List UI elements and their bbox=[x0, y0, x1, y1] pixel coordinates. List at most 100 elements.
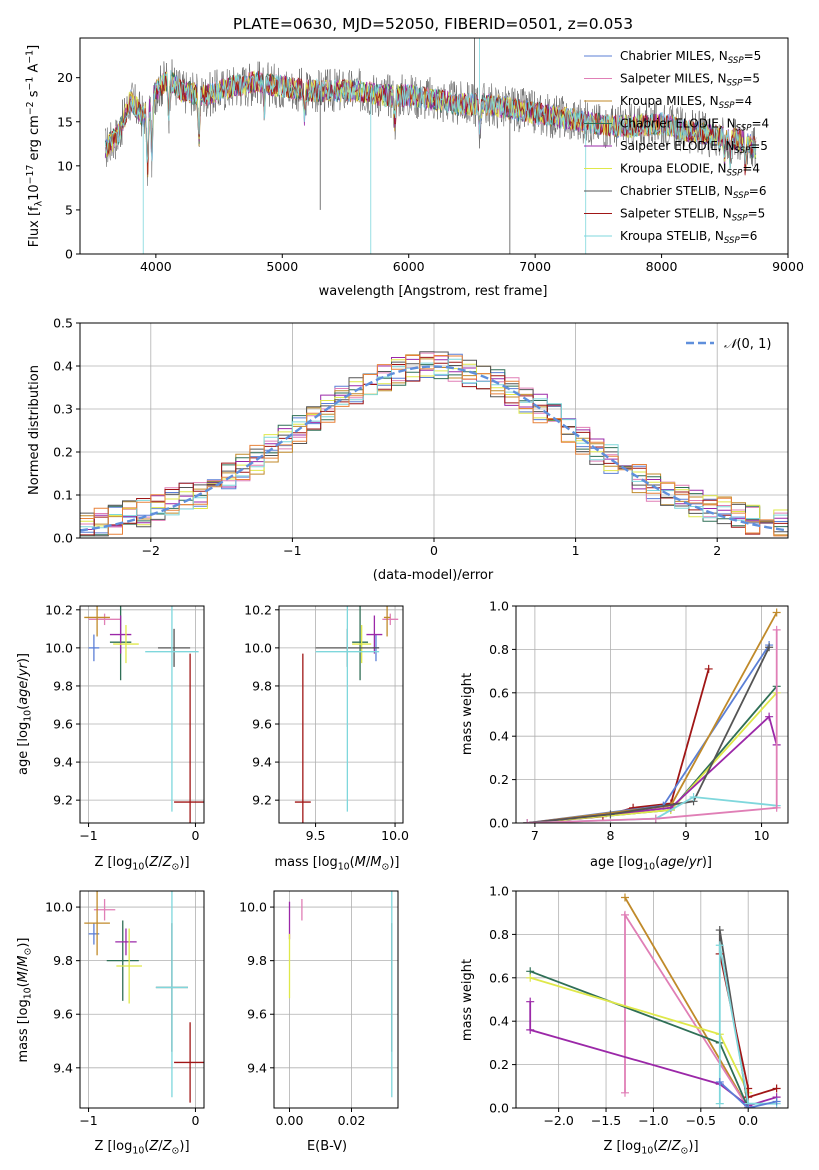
weight-marker bbox=[765, 712, 774, 721]
x-axis-label-part: )] bbox=[702, 855, 712, 870]
weight-marker bbox=[526, 973, 535, 982]
y-tick-label: 0.4 bbox=[489, 729, 509, 744]
y-axis-label: mass weight bbox=[460, 673, 475, 755]
x-axis-label-part: )] bbox=[389, 855, 399, 870]
weight-marker bbox=[772, 625, 781, 634]
plot-area-mass_weight_vs_age bbox=[523, 608, 781, 823]
y-tick-label: 9.8 bbox=[247, 953, 267, 968]
x-axis-label-part: Z bbox=[162, 855, 173, 870]
y-axis-label-part: mass weight bbox=[460, 959, 475, 1041]
weight-marker bbox=[772, 608, 781, 617]
panel-residuals: −2 −1 0 1 2 0.0 0.1 0.2 0.3 0.4 0.5 𝒩(0, 1) (data-mo… bbox=[27, 316, 789, 583]
weight-marker bbox=[744, 1104, 753, 1108]
y-axis-label-part: age [log bbox=[16, 722, 31, 775]
y-axis-label: Normed distribution bbox=[27, 365, 42, 495]
legend-entry-part: Salpeter ELODIE, N bbox=[620, 139, 734, 153]
frame-residuals: −2 −1 0 1 2 0.0 0.1 0.2 0.3 0.4 0.5 𝒩(0, 1) (data-mo… bbox=[27, 316, 789, 583]
y-tick-label: 0.6 bbox=[489, 685, 509, 700]
legend-entry: Kroupa STELIB, NSSP=6 bbox=[620, 229, 757, 246]
y-tick-label: 9.6 bbox=[247, 1007, 267, 1022]
y-axis-label-part: / bbox=[16, 676, 31, 681]
y-tick-label: 0.5 bbox=[53, 316, 73, 331]
axes-frame bbox=[79, 37, 789, 255]
x-axis-label-part: ⊙ bbox=[172, 1145, 180, 1156]
legend-entry: Chabrier STELIB, NSSP=6 bbox=[620, 184, 767, 201]
axes-frame bbox=[79, 605, 205, 824]
x-axis-label-part: Z bbox=[148, 1139, 159, 1154]
figure-title: PLATE=0630, MJD=52050, FIBERID=0501, z=0… bbox=[233, 15, 633, 33]
y-axis-label-part: )] bbox=[16, 938, 31, 948]
y-axis-label-part: Normed distribution bbox=[27, 365, 42, 495]
y-axis-label-part: mass [log bbox=[16, 999, 31, 1062]
y-tick-label: 0.2 bbox=[489, 772, 509, 787]
x-axis-label-part: ⊙ bbox=[382, 861, 390, 872]
y-axis-label: mass [log10(M/M⊙)] bbox=[16, 938, 33, 1063]
weight-marker bbox=[651, 814, 660, 823]
legend-entry: Kroupa ELODIE, NSSP=4 bbox=[620, 162, 760, 179]
weight-marker bbox=[606, 810, 615, 819]
weight-marker bbox=[526, 1025, 535, 1034]
y-tick-label: 20 bbox=[57, 70, 73, 85]
x-axis-label-part: ( bbox=[655, 855, 660, 870]
y-tick-label: 0 bbox=[65, 247, 73, 262]
y-tick-label: 0.1 bbox=[53, 488, 73, 503]
x-axis-label: age [log10(age/yr)] bbox=[590, 855, 712, 872]
legend-entry-part: =6 bbox=[749, 184, 767, 198]
y-axis-label-part: ] bbox=[26, 45, 41, 50]
weight-marker bbox=[526, 997, 535, 1006]
x-axis-label-part: mass [log bbox=[275, 855, 338, 870]
x-axis-label-part: ( bbox=[144, 1139, 149, 1154]
y-tick-label: 10.0 bbox=[239, 900, 267, 915]
legend-entry-part: =5 bbox=[744, 49, 762, 63]
y-axis-label-part: )] bbox=[16, 653, 31, 663]
x-tick-label: −1.5 bbox=[591, 1113, 621, 1128]
y-tick-label: 1.0 bbox=[489, 599, 509, 614]
x-axis-label-part: age bbox=[660, 855, 684, 870]
x-axis-label-part: 10 bbox=[338, 861, 350, 872]
y-axis-label-part: −17 bbox=[25, 165, 36, 185]
y-tick-label: 0.2 bbox=[53, 445, 73, 460]
x-tick-label: 5000 bbox=[266, 259, 298, 274]
y-tick-label: 9.2 bbox=[252, 793, 272, 808]
x-tick-label: 7 bbox=[531, 828, 539, 843]
legend-entry-part: SSP bbox=[727, 79, 744, 89]
legend-entry: Salpeter MILES, NSSP=5 bbox=[620, 72, 760, 89]
histogram-step bbox=[80, 355, 788, 537]
x-axis-label: Z [log10(Z/Z⊙)] bbox=[603, 1139, 698, 1156]
y-tick-label: 5 bbox=[65, 202, 73, 217]
x-axis-label-part: / bbox=[158, 1139, 163, 1154]
legend-entry-part: =5 bbox=[750, 139, 768, 153]
x-tick-label: −1.0 bbox=[638, 1113, 668, 1128]
y-axis-label-part: −2 bbox=[25, 101, 36, 115]
x-axis-label-part: ⊙ bbox=[172, 861, 180, 872]
y-axis-label: Flux [fλ10−17 erg cm−2 s−1 A−1] bbox=[24, 45, 44, 247]
plot-area-spectrum bbox=[104, 38, 757, 254]
x-tick-label: 0 bbox=[191, 828, 199, 843]
legend-entry-part: =5 bbox=[748, 207, 766, 221]
x-tick-label: 7000 bbox=[519, 259, 551, 274]
axes-frame bbox=[515, 890, 789, 1109]
x-tick-label: 0 bbox=[430, 543, 438, 558]
legend-entry-part: SSP bbox=[719, 101, 736, 111]
plot-area-mass_weight_vs_Z bbox=[526, 893, 781, 1108]
legend-entry-part: SSP bbox=[728, 56, 745, 66]
y-axis-label: age [log10(age/yr)] bbox=[16, 653, 33, 775]
frame-mass_vs_ebv: 0.00 0.02 9.4 9.6 9.8 10.0 E(B-V) bbox=[239, 890, 399, 1154]
frame-mass_weight_vs_Z: −2.0 −1.5 −1.0 −0.5 0.0 0.0 0.2 0.4 0.6 0.8 1.0 Z [… bbox=[460, 884, 789, 1156]
legend-entry: Salpeter ELODIE, NSSP=5 bbox=[620, 139, 768, 156]
y-tick-label: 9.8 bbox=[53, 953, 73, 968]
panel-mass_vs_ebv: 0.00 0.02 9.4 9.6 9.8 10.0 E(B-V) bbox=[239, 890, 399, 1154]
y-tick-label: 0.0 bbox=[53, 531, 73, 546]
plot-area-mass_vs_Z bbox=[84, 891, 204, 1103]
weight-marker bbox=[715, 926, 724, 935]
y-tick-label: 0.8 bbox=[489, 927, 509, 942]
x-tick-label: −2.0 bbox=[543, 1113, 573, 1128]
y-tick-label: 10.2 bbox=[244, 602, 272, 617]
weight-marker bbox=[620, 910, 629, 919]
y-axis-label-part: M bbox=[16, 971, 31, 982]
x-axis-label-part: / bbox=[667, 1139, 672, 1154]
x-axis-label-part: E(B-V) bbox=[307, 1139, 347, 1154]
y-axis-label-part: −1 bbox=[24, 50, 35, 64]
x-tick-label: −2 bbox=[142, 543, 160, 558]
plot-area-residuals bbox=[80, 351, 788, 537]
